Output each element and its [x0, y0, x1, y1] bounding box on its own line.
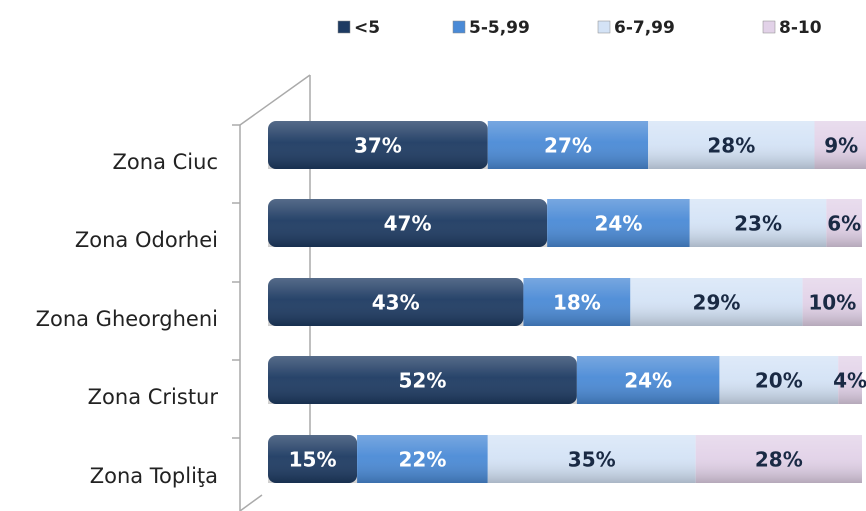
bar-shine: [838, 356, 862, 404]
bar-shine: [689, 199, 827, 247]
bar-shine: [814, 121, 866, 169]
legend-swatch: [762, 20, 776, 34]
value-label: 20%: [755, 369, 803, 393]
bar-shine: [487, 435, 696, 483]
value-label: 10%: [808, 291, 856, 315]
value-label: 35%: [568, 448, 616, 472]
value-label: 24%: [595, 212, 643, 236]
bar-shine: [268, 435, 358, 483]
bar-shine: [719, 356, 839, 404]
value-label: 43%: [372, 291, 420, 315]
category-label: Zona Gheorgheni: [36, 307, 218, 331]
value-label: 29%: [693, 291, 741, 315]
value-label: 27%: [544, 134, 592, 158]
legend-swatch: [337, 20, 351, 34]
bar-shine: [576, 356, 720, 404]
value-label: 47%: [384, 212, 432, 236]
value-label: 52%: [399, 369, 447, 393]
bar-shine: [648, 121, 815, 169]
bar-shine: [630, 278, 803, 326]
value-label: 6%: [827, 212, 861, 236]
bar-shine: [268, 199, 548, 247]
legend-label: <5: [354, 18, 380, 38]
value-label: 22%: [399, 448, 447, 472]
category-label: Zona Cristur: [88, 385, 219, 409]
bar-shine: [268, 278, 524, 326]
category-label: Zona Topliţa: [90, 464, 218, 488]
bar-shine: [547, 199, 690, 247]
value-label: 28%: [707, 134, 755, 158]
bar-shine: [268, 356, 577, 404]
value-label: 24%: [624, 369, 672, 393]
value-label: 9%: [824, 134, 858, 158]
bar-shine: [802, 278, 862, 326]
legend-label: 6-7,99: [614, 18, 675, 38]
bar-shine: [826, 199, 862, 247]
value-label: 4%: [833, 369, 866, 393]
legend-swatch: [452, 20, 466, 34]
value-label: 18%: [553, 291, 601, 315]
value-label: 28%: [755, 448, 803, 472]
bar-shine: [487, 121, 649, 169]
value-label: 15%: [289, 448, 337, 472]
bar-shine: [695, 435, 862, 483]
category-label: Zona Ciuc: [113, 150, 218, 174]
legend-swatch: [597, 20, 611, 34]
value-label: 23%: [734, 212, 782, 236]
bar-shine: [523, 278, 631, 326]
value-label: 37%: [354, 134, 402, 158]
legend-label: 8-10: [779, 18, 822, 38]
bar-shine: [268, 121, 488, 169]
legend-label: 5-5,99: [469, 18, 530, 38]
category-label: Zona Odorhei: [75, 228, 218, 252]
bar-shine: [357, 435, 488, 483]
